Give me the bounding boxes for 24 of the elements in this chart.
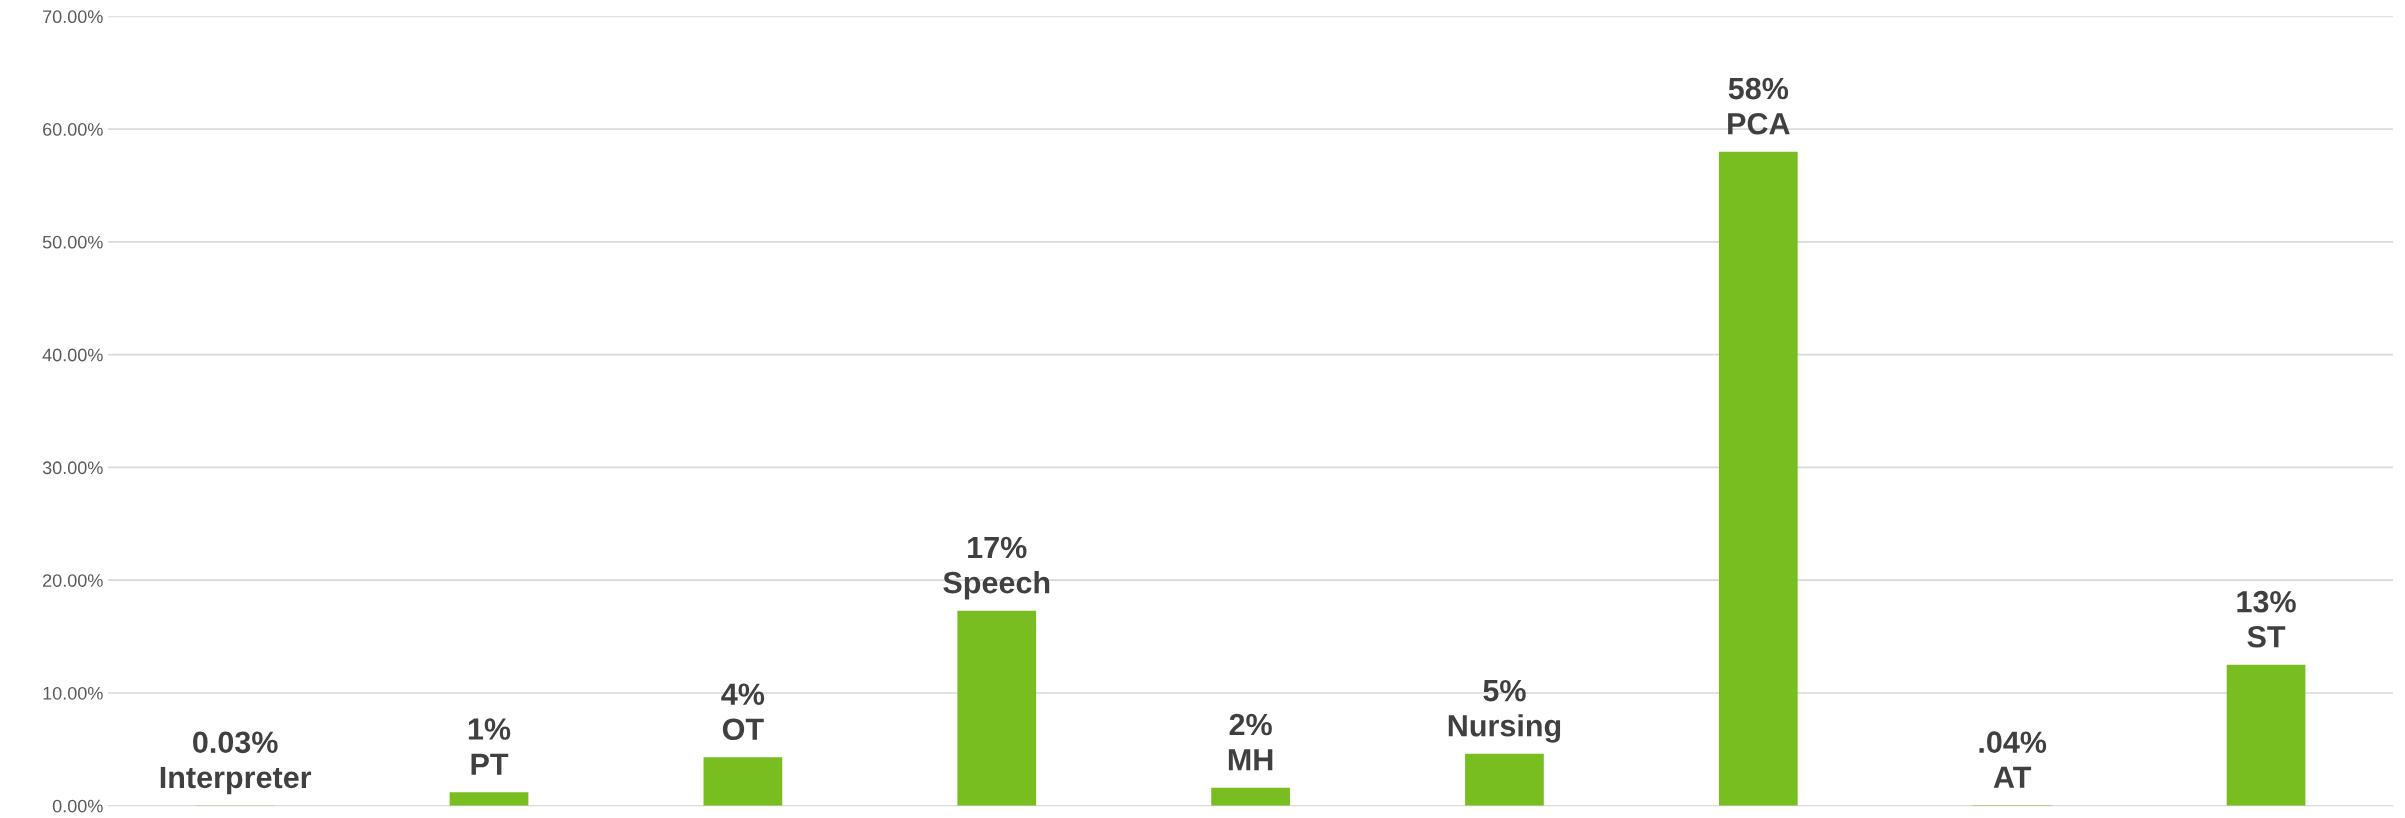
y-tick-label: 50.00% xyxy=(42,235,103,249)
y-tick-label: 70.00% xyxy=(43,10,103,24)
data-label: 4% OT xyxy=(721,683,765,741)
bar xyxy=(957,610,1037,806)
data-label: 17% Speech xyxy=(943,536,1050,600)
data-label: 0.03% Interpreter xyxy=(160,731,312,795)
y-tick-label: 30.00% xyxy=(42,461,103,475)
y-tick-label: 40.00% xyxy=(42,348,103,362)
bar xyxy=(1465,753,1544,806)
data-label: 58% PCA xyxy=(1728,77,1790,135)
bar xyxy=(449,792,529,806)
bar xyxy=(1718,151,1798,806)
data-label: 13% ST xyxy=(2237,590,2296,648)
y-tick-label: 20.00% xyxy=(43,574,103,587)
bar xyxy=(703,757,783,806)
y-tick-label: 0.00% xyxy=(52,799,103,813)
y-tick-label: 10.00% xyxy=(43,686,103,700)
bar xyxy=(2226,664,2306,806)
data-label: .04% AT xyxy=(1979,731,2047,788)
data-label: 2% MH xyxy=(1228,713,1273,771)
data-label: 5% Nursing xyxy=(1448,679,1561,743)
data-label: 1% PT xyxy=(468,718,511,775)
y-tick-label: 60.00% xyxy=(43,123,103,136)
bar xyxy=(1211,787,1290,806)
